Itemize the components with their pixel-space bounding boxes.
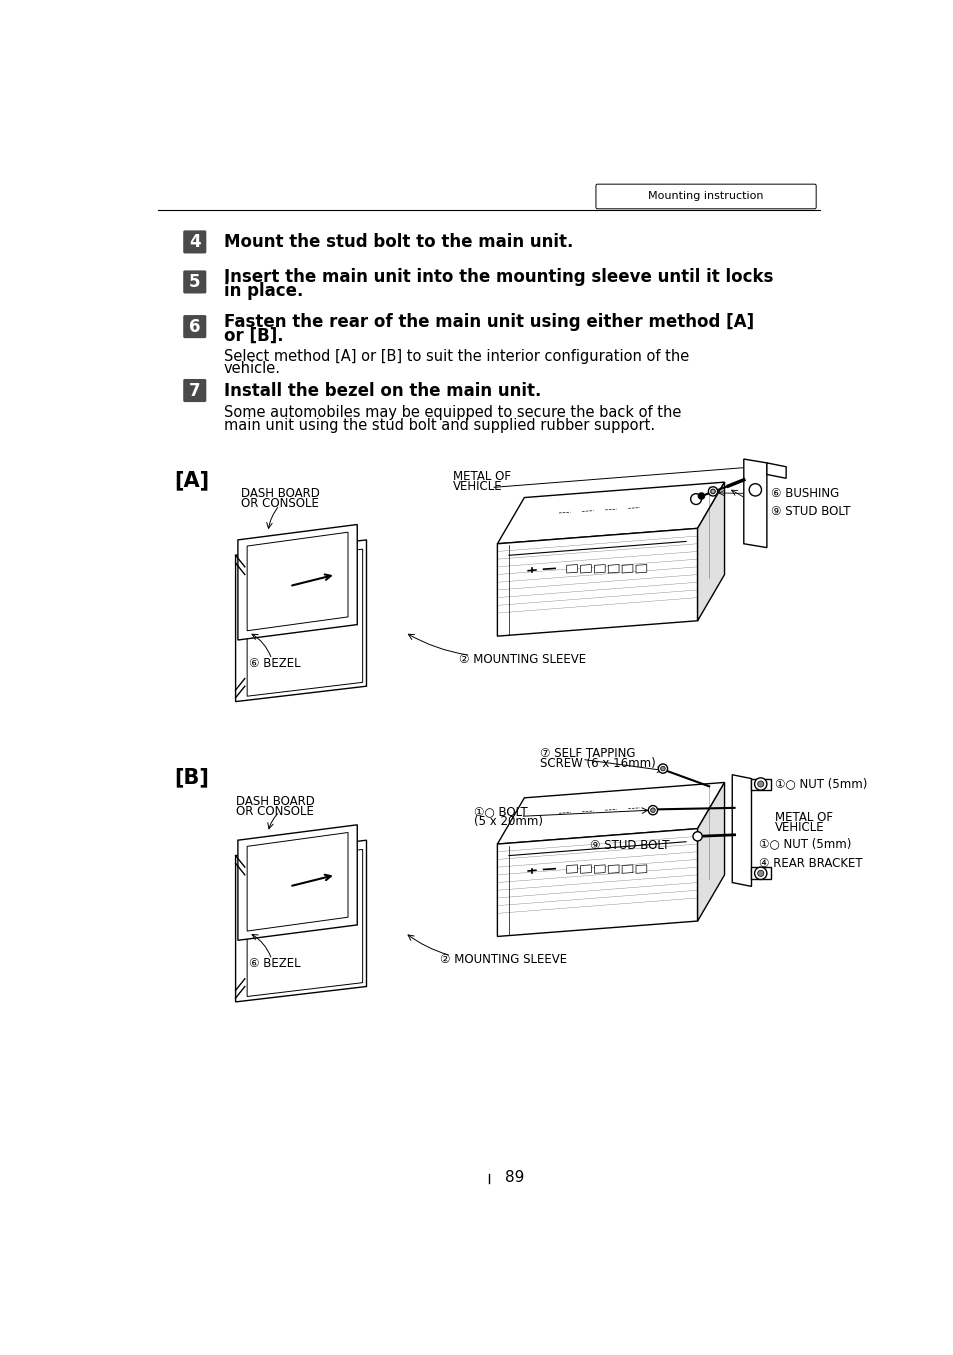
Text: DASH BOARD: DASH BOARD bbox=[235, 795, 314, 808]
Polygon shape bbox=[636, 565, 646, 573]
Text: ② MOUNTING SLEEVE: ② MOUNTING SLEEVE bbox=[439, 953, 566, 966]
Text: Fasten the rear of the main unit using either method [A]: Fasten the rear of the main unit using e… bbox=[224, 313, 754, 331]
Polygon shape bbox=[235, 840, 366, 1001]
Text: Mounting instruction: Mounting instruction bbox=[648, 191, 763, 202]
Circle shape bbox=[698, 493, 703, 499]
FancyBboxPatch shape bbox=[183, 271, 206, 294]
FancyBboxPatch shape bbox=[596, 184, 816, 209]
Polygon shape bbox=[697, 482, 723, 621]
Circle shape bbox=[748, 484, 760, 496]
Polygon shape bbox=[566, 565, 577, 573]
Polygon shape bbox=[621, 565, 632, 573]
Polygon shape bbox=[732, 775, 751, 886]
Circle shape bbox=[690, 493, 700, 504]
Text: ⑦ SELF TAPPING: ⑦ SELF TAPPING bbox=[539, 747, 635, 760]
Polygon shape bbox=[594, 565, 604, 573]
Text: ⑥ BUSHING: ⑥ BUSHING bbox=[770, 488, 838, 500]
Polygon shape bbox=[497, 482, 723, 543]
FancyBboxPatch shape bbox=[183, 379, 206, 402]
FancyBboxPatch shape bbox=[183, 316, 206, 339]
Text: Select method [A] or [B] to suit the interior configuration of the: Select method [A] or [B] to suit the int… bbox=[224, 350, 689, 364]
Text: 7: 7 bbox=[189, 382, 200, 400]
FancyBboxPatch shape bbox=[183, 230, 206, 253]
Polygon shape bbox=[237, 825, 356, 940]
Circle shape bbox=[710, 489, 715, 493]
Text: ①○ NUT (5mm): ①○ NUT (5mm) bbox=[774, 778, 866, 790]
Polygon shape bbox=[580, 864, 591, 874]
Text: ④ REAR BRACKET: ④ REAR BRACKET bbox=[759, 856, 862, 870]
Text: Install the bezel on the main unit.: Install the bezel on the main unit. bbox=[224, 382, 541, 400]
Text: ⑨ STUD BOLT: ⑨ STUD BOLT bbox=[770, 505, 849, 518]
Text: Some automobiles may be equipped to secure the back of the: Some automobiles may be equipped to secu… bbox=[224, 405, 680, 420]
Text: 89: 89 bbox=[504, 1169, 523, 1186]
Polygon shape bbox=[594, 864, 604, 874]
Polygon shape bbox=[621, 864, 632, 874]
Circle shape bbox=[708, 486, 717, 496]
Text: OR CONSOLE: OR CONSOLE bbox=[241, 497, 318, 511]
Polygon shape bbox=[566, 864, 577, 874]
Polygon shape bbox=[497, 829, 697, 936]
Circle shape bbox=[754, 778, 766, 790]
Polygon shape bbox=[247, 549, 362, 696]
Text: main unit using the stud bolt and supplied rubber support.: main unit using the stud bolt and suppli… bbox=[224, 417, 655, 432]
Text: 4: 4 bbox=[189, 233, 200, 251]
Polygon shape bbox=[697, 782, 723, 921]
Text: [A]: [A] bbox=[173, 470, 209, 491]
Polygon shape bbox=[235, 539, 366, 702]
Polygon shape bbox=[751, 779, 770, 790]
Circle shape bbox=[659, 767, 664, 771]
Text: Mount the stud bolt to the main unit.: Mount the stud bolt to the main unit. bbox=[224, 233, 573, 251]
Text: ② MOUNTING SLEEVE: ② MOUNTING SLEEVE bbox=[458, 653, 585, 665]
Text: METAL OF: METAL OF bbox=[453, 470, 510, 484]
Circle shape bbox=[650, 808, 655, 813]
Text: (5 x 20mm): (5 x 20mm) bbox=[474, 816, 542, 828]
Polygon shape bbox=[580, 565, 591, 573]
Circle shape bbox=[648, 806, 657, 814]
Polygon shape bbox=[247, 832, 348, 931]
Text: ⑨ STUD BOLT: ⑨ STUD BOLT bbox=[589, 839, 669, 852]
Text: ①○ BOLT: ①○ BOLT bbox=[474, 805, 528, 818]
Text: or [B].: or [B]. bbox=[224, 327, 283, 346]
Text: ①○ NUT (5mm): ①○ NUT (5mm) bbox=[759, 837, 851, 851]
Polygon shape bbox=[608, 864, 618, 874]
Text: ⑥ BEZEL: ⑥ BEZEL bbox=[249, 657, 300, 669]
Polygon shape bbox=[237, 524, 356, 640]
Circle shape bbox=[754, 867, 766, 879]
Polygon shape bbox=[497, 782, 723, 844]
Polygon shape bbox=[247, 850, 362, 996]
Text: ⑥ BEZEL: ⑥ BEZEL bbox=[249, 957, 300, 970]
Circle shape bbox=[757, 870, 763, 877]
Polygon shape bbox=[751, 867, 770, 878]
Circle shape bbox=[658, 764, 667, 774]
Polygon shape bbox=[636, 864, 646, 874]
Polygon shape bbox=[497, 528, 697, 635]
Text: OR CONSOLE: OR CONSOLE bbox=[235, 805, 314, 818]
Text: Insert the main unit into the mounting sleeve until it locks: Insert the main unit into the mounting s… bbox=[224, 268, 773, 286]
Circle shape bbox=[757, 780, 763, 787]
Text: [B]: [B] bbox=[173, 767, 209, 787]
Polygon shape bbox=[608, 565, 618, 573]
Text: SCREW (6 x 16mm): SCREW (6 x 16mm) bbox=[539, 756, 655, 770]
Text: in place.: in place. bbox=[224, 282, 303, 301]
Polygon shape bbox=[247, 533, 348, 631]
Text: VEHICLE: VEHICLE bbox=[774, 821, 823, 833]
Circle shape bbox=[692, 832, 701, 841]
Text: 5: 5 bbox=[189, 272, 200, 291]
Text: DASH BOARD: DASH BOARD bbox=[241, 488, 319, 500]
Text: VEHICLE: VEHICLE bbox=[453, 480, 502, 493]
Text: 6: 6 bbox=[189, 317, 200, 336]
Text: vehicle.: vehicle. bbox=[224, 362, 281, 377]
Text: METAL OF: METAL OF bbox=[774, 810, 832, 824]
Polygon shape bbox=[766, 463, 785, 478]
Polygon shape bbox=[743, 459, 766, 547]
